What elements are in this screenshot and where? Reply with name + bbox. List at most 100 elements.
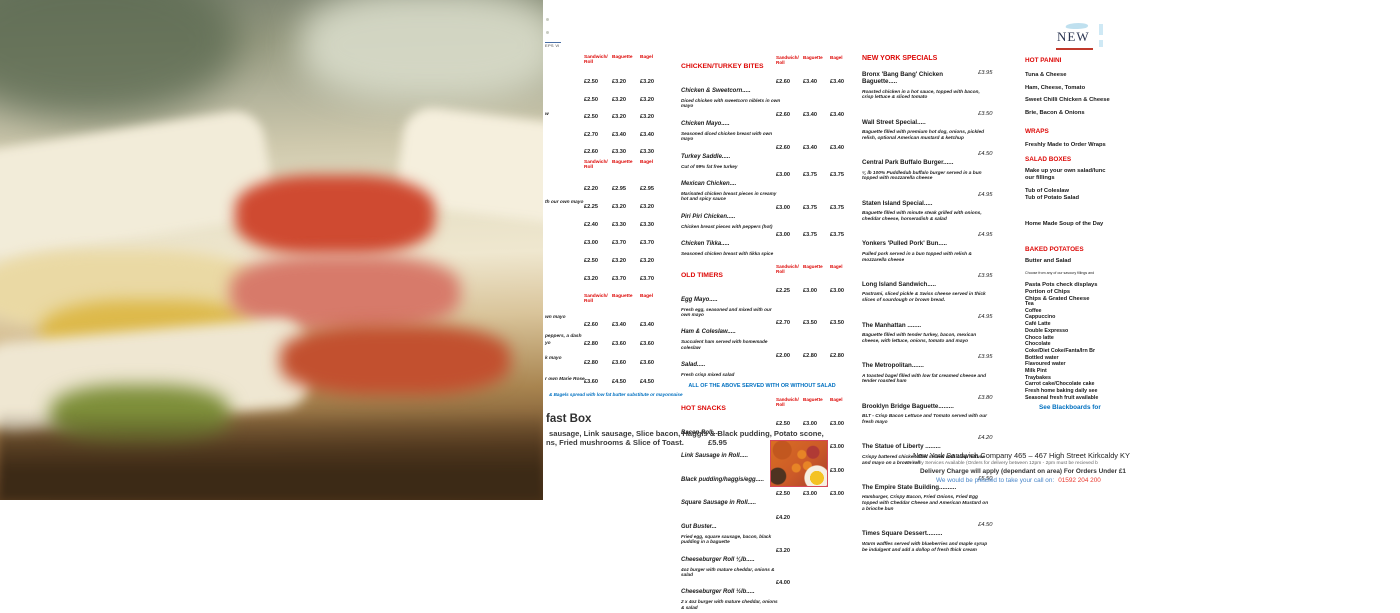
- item-price: £2.70: [776, 320, 790, 327]
- photo-background-shape: [0, 0, 240, 120]
- menu-line: our fillings: [1025, 175, 1055, 181]
- paper-speck: [546, 31, 549, 34]
- menu-line: Choose from any of our savoury fillings …: [1025, 271, 1095, 275]
- menu-page: { "colors": {"header_red": "#dd0806", "n…: [0, 0, 1130, 610]
- price-col-header: Sandwich/ Roll: [776, 55, 799, 66]
- menu-line: Butter and Salad: [1025, 258, 1072, 264]
- side-column: See Blackboards for HOT PANINI Tuna & Che…: [1025, 0, 1110, 500]
- section-header: OLD TIMERS Sandwich/ Roll Baguette Bagel: [681, 264, 856, 282]
- item-name: Chicken & Sweetcorn.....: [681, 88, 751, 94]
- item-price: £3.50: [830, 320, 844, 327]
- menu-line-group: Tuna & Cheese Ham, Cheese, Tomato Sweet Ch…: [1025, 69, 1110, 119]
- menu-item: The Metropolitan....... £3.95 A toasted ba…: [862, 354, 1012, 385]
- menu-line-group: Tub of Coleslaw Tub of Potato Salad: [1025, 188, 1105, 202]
- price-col-header: Baguette: [612, 55, 633, 60]
- section-title: OLD TIMERS: [681, 271, 723, 279]
- price-cell: £3.30: [612, 222, 626, 228]
- item-description: 2 x 4oz burger with mature cheddar, onio…: [681, 599, 778, 610]
- item-description: Fresh crisp mixed salad: [681, 372, 735, 378]
- item-price: £3.00: [803, 420, 817, 427]
- menu-item: Chicken & Sweetcorn..... £2.60 £3.40 £3.40 D…: [681, 79, 856, 109]
- item-price: £3.40: [803, 79, 817, 85]
- item-name: Times Square Dessert.........: [862, 530, 943, 538]
- price-col-header: Bagel: [640, 55, 654, 60]
- drink-line: Fresh home baking daily see: [1025, 388, 1098, 395]
- menu-item-row: Turkey Saddle..... £2.60 £3.40 £3.40: [681, 145, 856, 163]
- drink-line: Carrot cake/Chocolate cake: [1025, 381, 1095, 388]
- sandwich-photo: [0, 0, 543, 500]
- menu-item-row: Mexican Chicken.... £3.00 £3.75 £3.75: [681, 172, 856, 190]
- item-price: £4.50: [978, 522, 993, 529]
- item-price: £3.00: [776, 172, 790, 179]
- drink-line: Coffee: [1025, 307, 1042, 314]
- section-title: WRAPS: [1025, 128, 1049, 135]
- price-cell: £2.80: [584, 360, 598, 366]
- menu-line: Tuna & Cheese: [1025, 72, 1067, 78]
- item-price: £3.75: [803, 232, 817, 239]
- photo-bread-shape: [0, 107, 277, 263]
- item-name: Cheeseburger Roll ½lb.....: [681, 589, 755, 596]
- item-description: Cut of 99% fat free turkey: [681, 163, 738, 169]
- price-cell: £3.20: [640, 258, 654, 264]
- price-row: £2.50 £3.20 £3.20: [584, 97, 674, 115]
- menu-item-row: Gut Buster... £4.20: [681, 515, 856, 533]
- menu-line: Tub of Coleslaw: [1025, 188, 1070, 194]
- item-description: BLT - Crisp Bacon Lettuce and Tomato ser…: [862, 414, 987, 426]
- price-cell: £2.70: [584, 131, 598, 138]
- price-header-row: Sandwich/ Roll Baguette Bagel: [776, 55, 861, 73]
- menu-item: Ham & Coleslaw..... £2.70 £3.50 £3.50 Succul…: [681, 320, 856, 350]
- item-name: Central Park Buffalo Burger......: [862, 159, 954, 167]
- drink-line: Double Expresso: [1025, 327, 1069, 334]
- item-name: Bronx 'Bang Bang' Chicken Baguette.....: [862, 70, 943, 86]
- item-name: Ham & Coleslaw.....: [681, 329, 736, 336]
- drink-line: Flavoured water: [1025, 361, 1066, 368]
- logo-cropped-fragment: [1099, 24, 1103, 35]
- price-cell: £2.20: [584, 186, 598, 192]
- section-title: HOT SNACKS: [681, 404, 726, 412]
- section-title: CHICKEN/TURKEY BITES: [681, 63, 764, 70]
- price-cell: £3.30: [612, 149, 626, 155]
- item-description: Seasoned chicken breast with tikka spice: [681, 251, 774, 257]
- price-col-header: Bagel: [640, 160, 654, 165]
- drink-line: Chocolate: [1025, 341, 1051, 348]
- section-header: HOT SNACKS Sandwich/ Roll Baguette Bagel: [681, 397, 856, 415]
- menu-item: Times Square Dessert......... £4.50 Warm w…: [862, 522, 1012, 553]
- item-price: £4.95: [978, 191, 993, 198]
- menu-line: Portion of Chips: [1025, 288, 1071, 295]
- price-cell: £3.70: [612, 276, 626, 282]
- item-price: £3.00: [830, 287, 844, 294]
- item-name: Long Island Sandwich.....: [862, 280, 936, 288]
- item-price: £4.95: [978, 232, 993, 239]
- logo-text: NEW: [1057, 29, 1090, 44]
- menu-item-row: Chicken Mayo..... £2.60 £3.40 £3.40: [681, 112, 856, 130]
- item-name: Bacon Roll.....: [681, 429, 721, 436]
- menu-item: Turkey Saddle..... £2.60 £3.40 £3.40 Cut of …: [681, 145, 856, 169]
- menu-section: HOT PANINI Tuna & Cheese Ham, Cheese, Toma…: [1025, 57, 1110, 125]
- price-cell: £2.25: [584, 204, 598, 210]
- menu-item-row: Ham & Coleslaw..... £2.70 £3.50 £3.50: [681, 320, 856, 338]
- price-cell: £3.40: [612, 322, 626, 328]
- item-description: Marinated chicken breast pieces in cream…: [681, 191, 777, 202]
- menu-item-row: Piri Piri Chicken..... £3.00 £3.75 £3.75: [681, 205, 856, 223]
- item-price: £3.00: [830, 444, 844, 451]
- footer-address: New York Sandwich Company 465 – 467 High…: [913, 451, 1130, 460]
- item-name: Staten Island Special.....: [862, 199, 933, 207]
- menu-item: Staten Island Special..... £4.95 Baguette …: [862, 192, 1012, 223]
- price-cell: £3.20: [612, 79, 626, 85]
- item-price: £4.20: [776, 514, 790, 521]
- item-price: £4.00: [776, 580, 790, 587]
- menu-line-group: Pasta Pots check displays Portion of Chip…: [1025, 282, 1105, 303]
- menu-line: Brie, Bacon & Onions: [1025, 109, 1085, 116]
- price-row: £2.50 £3.20 £3.20: [584, 114, 674, 132]
- price-row: £2.80 £3.60 £3.60: [584, 341, 674, 360]
- item-name: The Empire State Building..........: [862, 483, 957, 491]
- price-cell: £2.60: [584, 149, 598, 155]
- price-cell: £2.60: [584, 322, 598, 328]
- menu-item: Long Island Sandwich..... £3.95 Pastrami, …: [862, 273, 1012, 304]
- menu-item: Square Sausage in Roll..... £2.50 £3.00 £3.…: [681, 491, 856, 509]
- item-price: £2.80: [830, 353, 844, 360]
- price-rows: £2.50 £3.20 £3.20 £2.50 £3.20 £3.20 £2.50 £3.20…: [584, 79, 674, 167]
- section-title: NEW YORK SPECIALS: [862, 55, 938, 62]
- salad-note: ALL OF THE ABOVE SERVED WITH OR WITHOUT …: [688, 382, 836, 389]
- item-description: Fresh egg, seasoned and mixed with our o…: [681, 306, 772, 318]
